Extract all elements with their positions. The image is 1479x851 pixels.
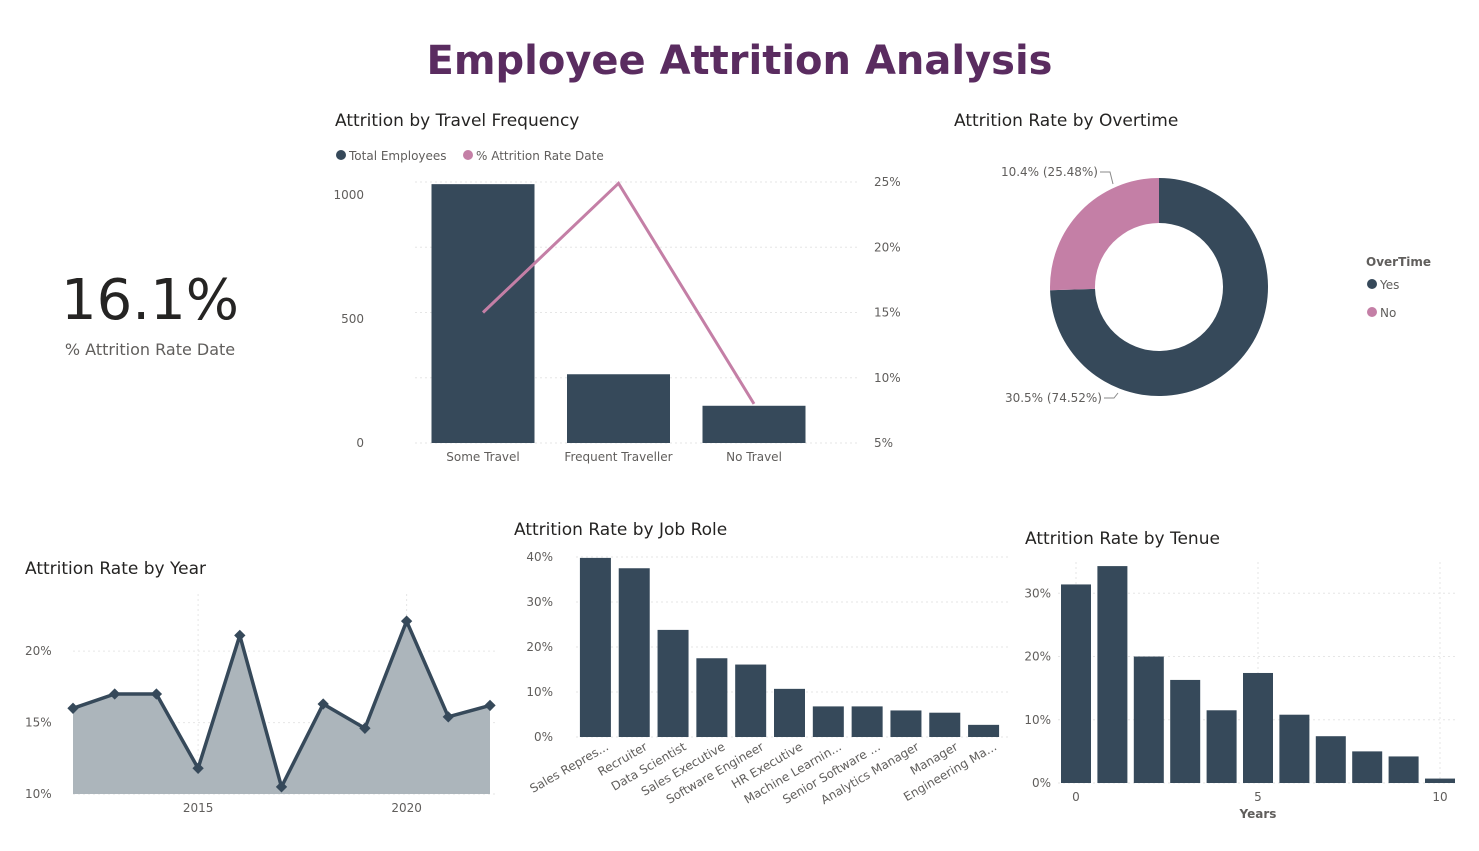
page-title: Employee Attrition Analysis (426, 38, 1053, 84)
year-point (317, 698, 329, 710)
year-point (442, 711, 454, 723)
year-point (484, 699, 496, 712)
tenure-x-tick-label: 5 (1254, 790, 1262, 804)
travel-right-tick-label: 10% (874, 371, 901, 385)
tenure-bar (1279, 714, 1310, 783)
jobrole-bar (696, 658, 728, 737)
jobrole-bar (774, 688, 805, 737)
travel-right-tick-label: 5% (874, 436, 893, 450)
tenure-bar (1097, 566, 1128, 783)
travel-left-tick-label: 1000 (333, 188, 364, 202)
overtime-data-label: 30.5% (74.52%) (1005, 391, 1102, 405)
year-y-tick-label: 15% (25, 716, 52, 730)
overtime-slice (1050, 178, 1268, 396)
jobrole-bar (851, 706, 883, 737)
travel-bar (431, 184, 535, 443)
tenure-bar (1133, 656, 1164, 783)
tenure-bar (1243, 672, 1273, 783)
jobrole-bar (657, 629, 689, 737)
overtime-legend-label: No (1380, 306, 1396, 320)
travel-legend-marker (463, 150, 473, 160)
tenure-bar (1315, 736, 1346, 783)
jobrole-y-tick-label: 0% (534, 730, 553, 744)
kpi-value: 16.1% (61, 268, 239, 333)
year-point (275, 781, 288, 793)
jobrole-bar (618, 568, 650, 737)
year-y-tick-label: 10% (25, 787, 52, 801)
travel-right-tick-label: 15% (874, 306, 901, 320)
year-point (192, 762, 204, 774)
tenure-bar (1352, 751, 1383, 783)
jobrole-bar (579, 557, 611, 737)
year-chart-title: Attrition Rate by Year (25, 559, 206, 579)
year-point (150, 688, 163, 700)
tenure-bar (1170, 679, 1201, 783)
jobrole-y-tick-label: 30% (526, 595, 553, 609)
tenure-y-tick-label: 30% (1024, 586, 1051, 600)
tenure-chart-title: Attrition Rate by Tenue (1025, 529, 1220, 549)
tenure-x-tick-label: 0 (1072, 790, 1080, 804)
tenure-y-tick-label: 10% (1024, 713, 1051, 727)
year-point (400, 615, 413, 627)
travel-right-tick-label: 20% (874, 240, 901, 254)
tenure-y-tick-label: 20% (1024, 650, 1051, 664)
tenure-x-axis-label: Years (1239, 807, 1277, 821)
travel-category-label: No Travel (726, 450, 782, 464)
jobrole-bar (890, 710, 922, 737)
tenure-bar (1425, 778, 1455, 783)
year-x-tick-label: 2015 (183, 801, 214, 815)
jobrole-bar (929, 712, 961, 737)
overtime-data-label: 10.4% (25.48%) (1001, 165, 1098, 179)
overtime-chart-title: Attrition Rate by Overtime (954, 111, 1179, 131)
travel-bar (567, 374, 670, 443)
year-area-fill (73, 621, 490, 794)
travel-category-label: Some Travel (446, 450, 520, 464)
travel-legend-label: % Attrition Rate Date (476, 149, 604, 163)
tenure-x-tick-label: 10 (1432, 790, 1447, 804)
travel-legend-marker (336, 150, 346, 160)
travel-category-label: Frequent Traveller (564, 450, 672, 464)
travel-left-tick-label: 0 (356, 436, 364, 450)
jobrole-bar (812, 706, 844, 737)
jobrole-y-tick-label: 20% (526, 640, 553, 654)
kpi-label: % Attrition Rate Date (64, 340, 236, 359)
tenure-bar (1061, 584, 1091, 783)
tenure-bar (1206, 710, 1237, 783)
travel-legend-label: Total Employees (348, 149, 447, 163)
overtime-leader-line (1104, 392, 1119, 399)
travel-bar (702, 405, 806, 443)
jobrole-y-tick-label: 10% (526, 685, 553, 699)
travel-right-tick-label: 25% (874, 175, 901, 189)
jobrole-bar (735, 664, 767, 737)
travel-left-tick-label: 500 (341, 312, 364, 326)
overtime-leader-line (1100, 171, 1114, 185)
year-point (234, 629, 246, 642)
year-y-tick-label: 20% (25, 644, 52, 658)
tenure-y-tick-label: 0% (1032, 776, 1051, 790)
year-x-tick-label: 2020 (391, 801, 422, 815)
jobrole-bar (968, 724, 1000, 737)
tenure-bar (1388, 756, 1419, 783)
year-point (359, 722, 371, 734)
jobrole-chart-title: Attrition Rate by Job Role (514, 520, 728, 540)
overtime-legend-marker (1367, 307, 1377, 317)
jobrole-y-tick-label: 40% (526, 550, 553, 564)
overtime-legend-title: OverTime (1366, 255, 1431, 269)
travel-chart-title: Attrition by Travel Frequency (335, 111, 580, 131)
overtime-legend-label: Yes (1379, 278, 1399, 292)
overtime-legend-marker (1367, 279, 1377, 289)
overtime-slice (1050, 178, 1159, 291)
travel-attrition-line (481, 180, 756, 405)
